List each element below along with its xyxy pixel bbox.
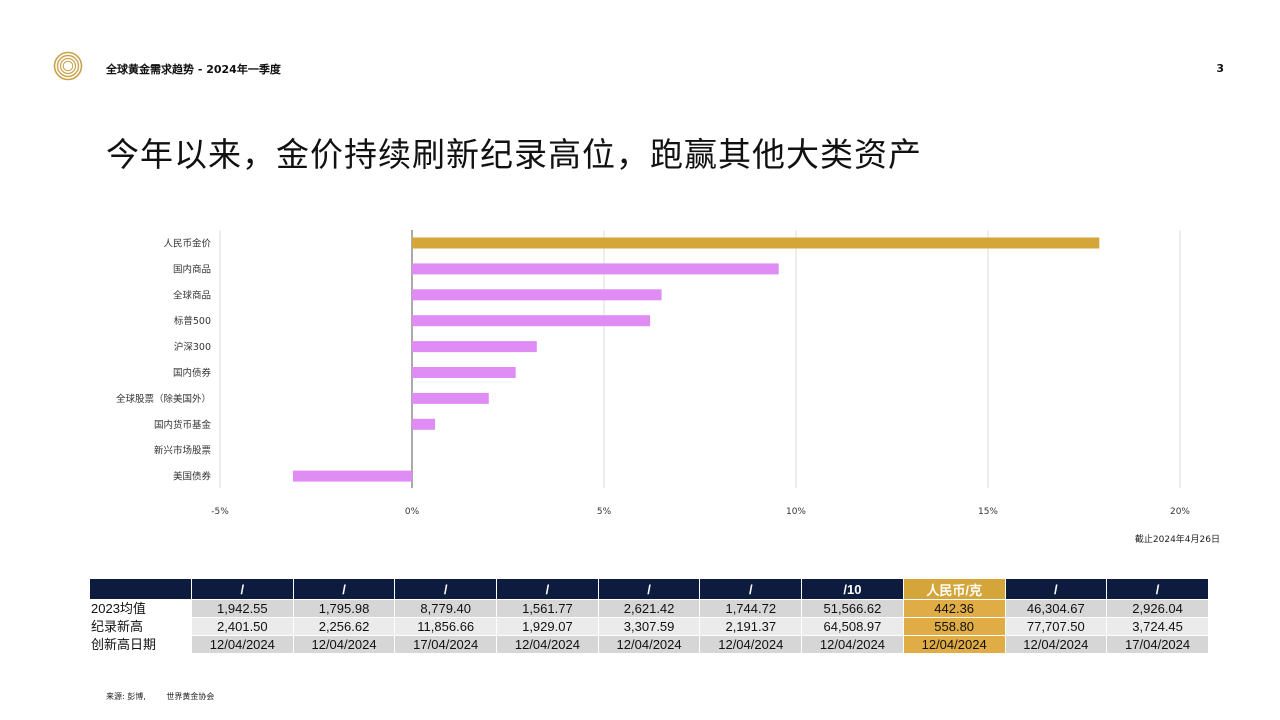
table-cell: 1,942.55 [191,599,294,618]
table-cell: 2,621.42 [597,599,701,618]
table-column-header: / [191,578,294,600]
category-label: 国内货币基金 [154,419,212,431]
table-cell: 17/04/2024 [394,635,498,654]
table-cell: 17/04/2024 [1106,635,1209,654]
table-cell: 1,744.72 [699,599,803,618]
table-header-row: / / / / / //10 人民币/克 / / [89,578,1209,600]
table-cell: 12/04/2024 [1004,635,1108,654]
wgc-logo-icon [53,51,83,81]
table-cell: 1,929.07 [496,617,599,636]
table-column-header: / [1004,578,1108,600]
table-column-header: / [496,578,599,600]
table-column-header: / [699,578,803,600]
bar [412,263,779,275]
table-cell: 12/04/2024 [292,635,396,654]
table-row-label: 2023均值 [89,599,192,618]
page-title: 今年以来，金价持续刷新纪录高位，跑赢其他大类资产 [106,135,922,174]
table-row-label: 创新高日期 [89,635,192,654]
category-label: 全球商品 [173,289,211,301]
x-tick-label: 0% [405,507,420,517]
x-tick-label: -5% [211,507,229,517]
bar [412,418,436,430]
category-label: 沪深300 [174,341,211,353]
bar [412,315,651,327]
table-cell: 11,856.66 [394,617,498,636]
bar [412,341,537,353]
category-label: 全球股票（除美国外） [116,393,211,405]
source-org: 世界黄金协会 [166,692,215,701]
bar [412,289,662,301]
table-row: 创新高日期 12/04/2024 12/04/2024 17/04/2024 12/04… [89,635,1209,654]
table-cell: 12/04/2024 [191,635,294,654]
table-cell: 2,401.50 [191,617,294,636]
page-number: 3 [1216,62,1224,75]
category-label: 国内商品 [173,263,211,275]
table-cell: 2,256.62 [292,617,396,636]
report-title: 全球黄金需求趋势 - 2024年一季度 [106,63,281,76]
table-cell: 12/04/2024 [496,635,599,654]
table-cell: 2,926.04 [1106,599,1209,618]
category-label: 标普500 [174,315,211,327]
table-row: 纪录新高 2,401.50 2,256.62 11,856.66 1,929.07 3,3… [89,617,1209,636]
table-cell: 1,561.77 [496,599,599,618]
table-cell: 12/04/2024 [699,635,803,654]
table-cell: 1,795.98 [292,599,396,618]
table-cell: 51,566.62 [801,599,904,618]
table-cell: 558.80 [902,617,1006,636]
table-row: 2023均值 1,942.55 1,795.98 8,779.40 1,561.77 2,… [89,599,1209,618]
table-cell: 442.36 [902,599,1006,618]
table-cell: 12/04/2024 [902,635,1006,654]
category-label: 新兴市场股票 [154,445,212,457]
table-cell: 46,304.67 [1004,599,1108,618]
x-tick-label: 20% [1170,507,1190,517]
source-label: 来源: 彭博, [106,692,146,701]
price-summary-table: / / / / / //10 人民币/克 // 2023均值 1,942.55 1,795.98 8… [89,578,1209,654]
table-corner-cell [89,578,192,600]
chart-x-tick-labels: -5% 0% 5% 10% 15% 20% [211,507,1190,517]
table-column-header: / [597,578,701,600]
x-tick-label: 5% [597,507,612,517]
table-cell: 3,724.45 [1106,617,1209,636]
x-tick-label: 15% [978,507,998,517]
chart-date-note: 截止2024年4月26日 [1134,535,1220,545]
table-cell: 64,508.97 [801,617,904,636]
bar [412,392,489,404]
category-label: 美国债券 [173,471,212,483]
bar [292,470,412,482]
x-tick-label: 10% [786,507,806,517]
table-cell: 2,191.37 [699,617,803,636]
table-column-header: /10 [801,578,904,600]
table-cell: 3,307.59 [597,617,701,636]
table-column-header: / [292,578,396,600]
table-cell: 12/04/2024 [801,635,904,654]
category-label: 国内债券 [173,367,212,379]
source-note: 来源: 彭博, 世界黄金协会 [106,691,232,702]
bar [412,367,516,378]
chart-bars [292,237,1100,482]
table-cell: 8,779.40 [394,599,498,618]
bar [412,237,1100,249]
table-column-header: / [1106,578,1209,600]
table-cell: 77,707.50 [1004,617,1108,636]
category-label: 人民币金价 [163,238,211,250]
table-column-header: 人民币/克 [902,578,1006,600]
table-cell: 12/04/2024 [597,635,701,654]
table-row-label: 纪录新高 [89,617,192,636]
table-column-header: / [394,578,498,600]
